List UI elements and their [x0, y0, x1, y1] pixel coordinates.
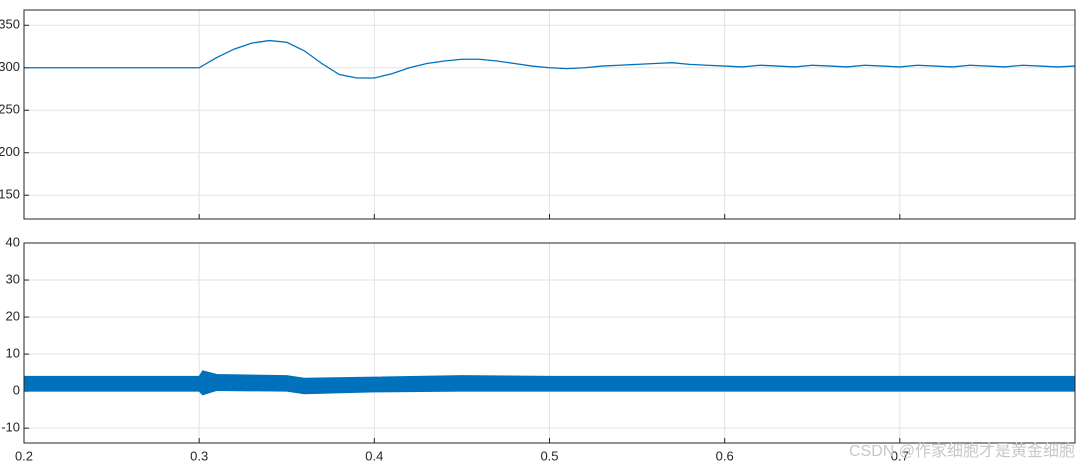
data-line [24, 39, 1076, 79]
watermark: CSDN @作家细胞才是黄金细胞 [849, 442, 1075, 460]
y-tick-label: 150 [0, 187, 20, 202]
y-tick-label: 20 [6, 309, 20, 324]
x-tick-label: 0.5 [540, 448, 558, 463]
y-tick-label: 250 [0, 102, 20, 117]
x-tick-label: 0.3 [190, 448, 208, 463]
y-tick-label: 10 [6, 346, 20, 361]
y-tick-label: 40 [6, 234, 20, 249]
axes-frame [23, 242, 1076, 444]
y-tick-label: -10 [1, 420, 20, 435]
x-tick-label: 0.4 [365, 448, 383, 463]
y-tick-label: 30 [6, 271, 20, 286]
axes-frame [23, 9, 1076, 220]
x-tick-label: 0.7 [891, 448, 909, 463]
y-tick-label: 0 [13, 383, 20, 398]
y-tick-label: 300 [0, 59, 20, 74]
x-tick-label: 0.2 [15, 448, 33, 463]
y-tick-label: 350 [0, 17, 20, 32]
x-tick-label: 0.6 [716, 448, 734, 463]
y-tick-label: 200 [0, 144, 20, 159]
